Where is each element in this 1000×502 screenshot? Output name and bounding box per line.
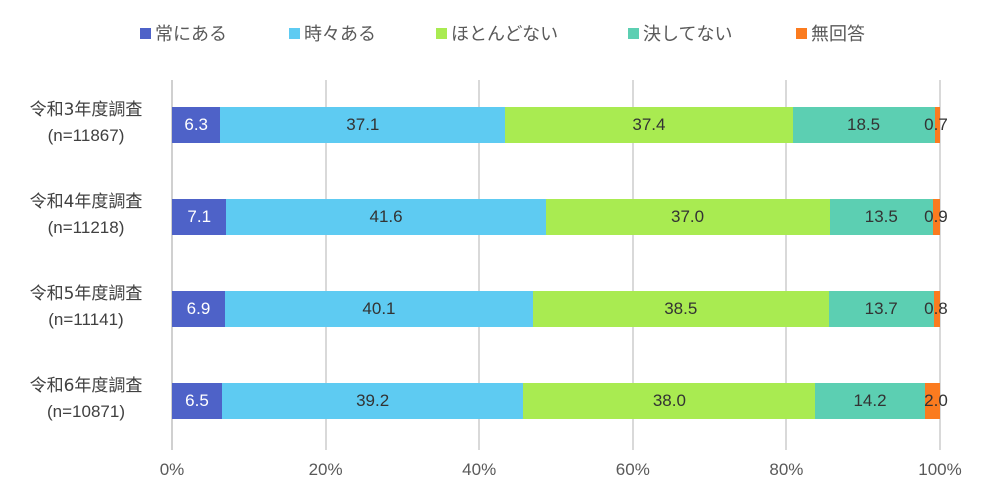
data-label: 18.5 [847, 115, 881, 134]
category-label: 令和4年度調査 (n=11218) [0, 189, 172, 241]
bar-segment: 14.2 [815, 383, 925, 419]
data-label: 7.1 [187, 207, 212, 226]
gridline-40 [478, 80, 481, 450]
category-label: 令和6年度調査 (n=10871) [0, 373, 172, 425]
x-tick-label: 40% [462, 460, 497, 479]
gridline-60 [631, 80, 634, 450]
bar-row: 6.3 37.1 37.4 18.5 0.7 [172, 107, 948, 143]
bar-row: 6.5 39.2 38.0 14.2 2.0 [172, 383, 948, 419]
legend-label: 時々ある [304, 24, 376, 45]
bar-row: 6.9 40.1 38.5 13.7 0.8 [172, 291, 948, 327]
bar-segment: 37.1 [220, 107, 506, 143]
category-name: 令和3年度調査 [29, 100, 143, 120]
legend-swatch-icon [289, 27, 300, 39]
legend-item: 常にある [140, 18, 227, 48]
x-tick-label: 0% [159, 460, 185, 479]
legend-label: ほとんどない [451, 24, 559, 45]
bar-segment: 0.9 [924, 199, 948, 235]
data-label: 41.6 [369, 207, 403, 226]
bar-segment: 39.2 [221, 383, 524, 419]
sample-size: (n=11867) [47, 126, 125, 145]
bar-segment: 41.6 [226, 199, 546, 235]
legend-label: 決してない [643, 24, 733, 45]
legend-label: 無回答 [811, 24, 865, 45]
data-label: 6.3 [184, 115, 208, 134]
data-label: 13.5 [864, 207, 898, 226]
legend-item: 無回答 [796, 18, 865, 48]
data-label: 13.7 [864, 299, 898, 318]
bar-segment: 38.5 [532, 291, 829, 327]
bar-segment: 0.7 [924, 107, 948, 143]
legend-item: 時々ある [289, 18, 376, 48]
y-axis-line [171, 80, 173, 450]
x-tick-label: 80% [769, 460, 804, 479]
x-tick-label: 20% [308, 460, 343, 479]
data-label: 39.2 [356, 391, 390, 410]
gridline-80 [785, 80, 788, 450]
bar-segment: 6.5 [172, 383, 222, 419]
sample-size: (n=11141) [48, 310, 124, 329]
data-label: 37.4 [632, 115, 666, 134]
legend-label: 常にある [155, 24, 227, 45]
x-tick-label: 100% [918, 460, 962, 479]
sample-size: (n=11218) [47, 218, 125, 237]
category-name: 令和5年度調査 [29, 284, 143, 304]
legend-item: 決してない [628, 18, 732, 48]
data-label: 37.1 [346, 115, 380, 134]
bar-segment: 13.7 [828, 291, 934, 327]
data-label: 0.9 [924, 207, 948, 226]
data-label: 0.7 [924, 115, 948, 134]
category-name: 令和4年度調査 [29, 192, 143, 212]
data-label: 40.1 [362, 299, 396, 318]
legend-swatch-icon [436, 27, 447, 39]
category-name: 令和6年度調査 [29, 376, 143, 396]
data-label: 0.8 [924, 299, 948, 318]
data-label: 6.9 [186, 299, 211, 318]
bar-segment: 18.5 [792, 107, 935, 143]
bar-segment: 38.0 [523, 383, 816, 419]
bar-segment: 7.1 [172, 199, 227, 235]
bar-segment: 6.9 [172, 291, 225, 327]
bar-segment: 6.3 [172, 107, 221, 143]
data-label: 38.5 [664, 299, 698, 318]
data-label: 38.0 [652, 391, 686, 410]
bar-segment: 37.4 [505, 107, 793, 143]
category-label: 令和3年度調査 (n=11867) [0, 97, 172, 149]
data-label: 14.2 [853, 391, 887, 410]
data-label: 2.0 [924, 391, 948, 410]
plot-area: 6.3 37.1 37.4 18.5 0.7 7.1 41.6 37.0 13.5 0.9 6.9 4… [171, 80, 948, 450]
bar-segment: 40.1 [224, 291, 533, 327]
data-label: 6.5 [185, 391, 209, 410]
bar-segment: 37.0 [545, 199, 830, 235]
category-label: 令和5年度調査 (n=11141) [0, 281, 172, 333]
data-label: 37.0 [671, 207, 705, 226]
sample-size: (n=10871) [47, 402, 125, 421]
legend-swatch-icon [628, 27, 639, 39]
legend-item: ほとんどない [436, 18, 558, 48]
gridline-100 [939, 80, 941, 450]
x-tick-label: 60% [615, 460, 650, 479]
bar-segment: 0.8 [924, 291, 948, 327]
legend-swatch-icon [796, 27, 807, 39]
gridline-20 [324, 80, 327, 450]
bar-row: 7.1 41.6 37.0 13.5 0.9 [172, 199, 948, 235]
chart-legend: 常にある 時々ある ほとんどない 決してない 無回答 [0, 18, 1000, 48]
bar-segment: 13.5 [829, 199, 934, 235]
legend-swatch-icon [140, 27, 151, 39]
bar-segment: 2.0 [924, 383, 948, 419]
